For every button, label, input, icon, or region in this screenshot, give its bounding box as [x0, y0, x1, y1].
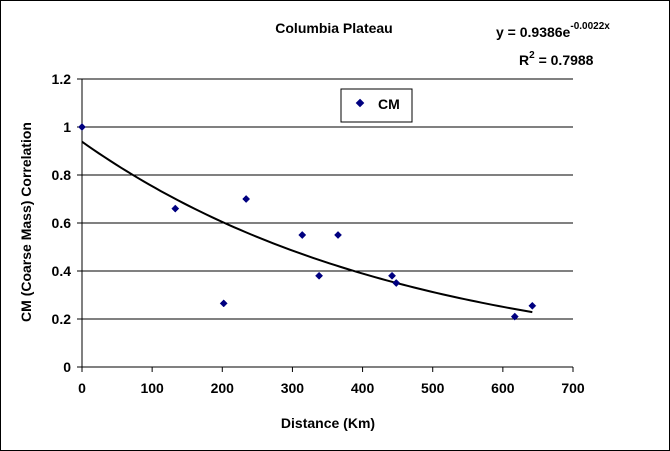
- trendline-equation-exponent: -0.0022x: [570, 21, 610, 32]
- data-point: [78, 123, 86, 131]
- x-axis-label: Distance (Km): [281, 415, 375, 431]
- trendline-curve: [81, 140, 533, 314]
- legend: CM: [340, 88, 413, 123]
- trendline-equation-base: y = 0.9386e: [496, 24, 571, 40]
- data-point: [242, 195, 251, 203]
- data-point: [510, 312, 519, 321]
- data-point: [315, 271, 324, 280]
- chart-title: Columbia Plateau: [275, 20, 392, 36]
- x-tick-label: 400: [351, 380, 375, 396]
- x-tick-label: 0: [78, 380, 86, 396]
- data-point: [528, 301, 537, 310]
- r-squared-base: R: [519, 52, 529, 68]
- x-tick-label: 100: [140, 380, 164, 396]
- data-point: [219, 299, 228, 308]
- trendline: [81, 140, 533, 314]
- grid-lines: [82, 78, 573, 320]
- data-points: [78, 123, 537, 321]
- y-tick-label: 1.2: [52, 71, 72, 87]
- y-tick-label: 0.8: [52, 167, 72, 183]
- x-tick-label: 200: [211, 380, 235, 396]
- r-squared-value: = 0.7988: [535, 52, 594, 68]
- trendline-equation: y = 0.9386e-0.0022x: [496, 21, 610, 40]
- y-tick-label: 0.4: [52, 263, 72, 279]
- x-tick-label: 500: [421, 380, 445, 396]
- r-squared-label: R2 = 0.7988: [519, 50, 594, 68]
- data-point: [388, 271, 396, 280]
- x-tick-label: 600: [491, 380, 515, 396]
- legend-box: [340, 88, 413, 123]
- data-point: [334, 231, 342, 239]
- data-point: [298, 231, 307, 239]
- data-point: [171, 204, 180, 213]
- x-tick-label: 300: [281, 380, 305, 396]
- y-tick-label: 0: [63, 359, 71, 375]
- r-squared-exponent: 2: [529, 50, 535, 61]
- y-tick-label: 0.2: [52, 311, 72, 327]
- legend-label-cm: CM: [378, 96, 400, 112]
- y-axis-label: CM (Coarse Mass) Correlation: [18, 122, 34, 322]
- legend-marker-cm: [355, 98, 365, 108]
- y-tick-label: 1: [63, 119, 71, 135]
- y-tick-labels: 0 0.2 0.4 0.6 0.8 1 1.2: [52, 71, 82, 375]
- x-tick-labels: 0 100 200 300 400 500 600 700: [78, 367, 585, 396]
- x-tick-label: 700: [561, 380, 585, 396]
- data-point: [392, 279, 401, 287]
- y-tick-label: 0.6: [52, 215, 72, 231]
